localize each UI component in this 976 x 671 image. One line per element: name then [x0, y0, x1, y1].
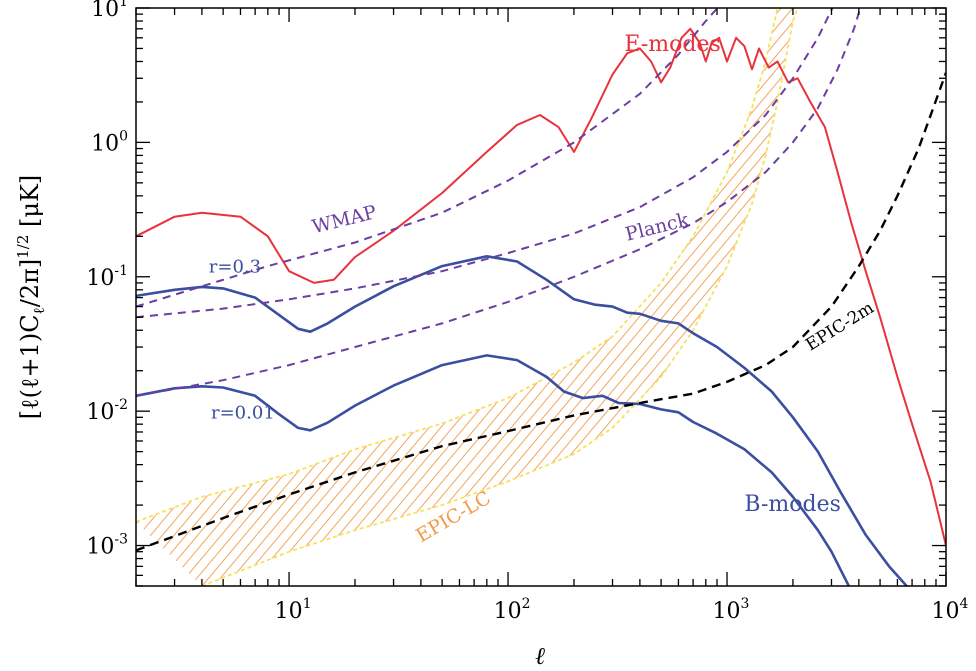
epic-lc-band-layer: [135, 8, 799, 586]
annotation-r-0-3: r=0.3: [209, 256, 261, 277]
annotation-b-modes: B-modes: [744, 492, 841, 517]
x-tick-label: 103: [713, 596, 750, 624]
epic-lc-band-fill: [136, 8, 798, 586]
y-axis-title-unit: [μK]: [16, 175, 44, 235]
y-tick-label: 10-1: [86, 263, 128, 291]
y-axis-title-subscript: ℓ: [30, 307, 48, 314]
x-tick-label: 104: [932, 596, 969, 624]
series-r-0-3: [135, 254, 909, 586]
annotation-planck: Planck: [623, 209, 691, 246]
annotation-e-modes: E-modes: [624, 32, 720, 57]
x-tick-label: 101: [275, 596, 312, 624]
x-tick-label: 102: [494, 596, 531, 624]
y-tick-label: 101: [91, 0, 128, 22]
series-r-0-01: [135, 354, 850, 586]
axis-ticks: [135, 7, 947, 587]
annotation-wmap: WMAP: [310, 201, 379, 238]
y-tick-label: 10-2: [86, 397, 128, 425]
series-epic-2m: [135, 72, 946, 552]
x-axis-title: ℓ: [535, 642, 545, 670]
y-axis-title-main: [ℓ(ℓ+1)C: [16, 314, 44, 419]
epic-lc-band-upper-edge: [135, 8, 779, 523]
series-wmap: [135, 8, 719, 308]
series-planck: [135, 8, 834, 319]
annotation-epic-2m: EPIC-2m: [802, 298, 877, 355]
y-tick-label: 10-3: [86, 532, 128, 560]
y-axis-title: [ℓ(ℓ+1)Cℓ/2π]1/2 [μK]: [14, 175, 48, 420]
series-layer: [135, 8, 946, 586]
axis-tick-labels: 101 102 103 104 101 100 10-1 10-2 10-3: [86, 0, 968, 624]
series-e-modes: [135, 27, 946, 546]
y-axis-title-fraction: /2π]: [16, 259, 44, 308]
epic-lc-band-lower-edge: [201, 8, 799, 586]
annotation-r-0-01: r=0.01: [211, 403, 275, 424]
y-axis-title-exponent: 1/2: [14, 235, 32, 259]
y-tick-label: 100: [91, 128, 128, 156]
